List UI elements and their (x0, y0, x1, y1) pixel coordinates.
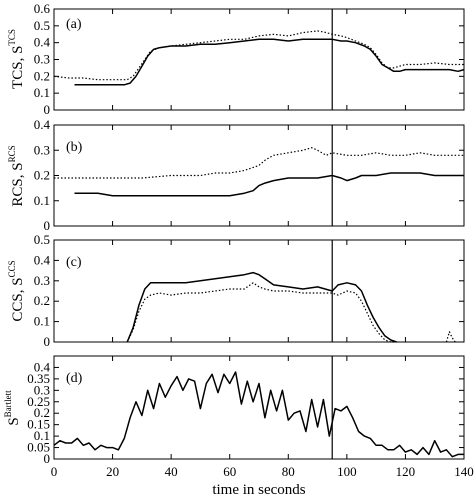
y-axis-label-sup-c: CCS (7, 260, 17, 277)
y-tick-label-a-6: 0.6 (34, 1, 51, 16)
y-tick-label-d-2: 0.1 (34, 428, 50, 443)
y-tick-label-b-4: 0.4 (34, 117, 51, 132)
panel-b: (b) RCS, SRCS 0 0.1 0.2 0.3 0.4 (7, 117, 465, 233)
y-tick-label-c-3: 0.3 (34, 273, 50, 288)
y-tick-label-b-3: 0.3 (34, 142, 50, 157)
panel-label-c: (c) (66, 255, 82, 270)
y-tick-label-c-0: 0 (44, 334, 51, 349)
y-axis-label-c: CCS, SCCS (7, 260, 26, 321)
panel-label-a: (a) (66, 17, 82, 32)
y-tick-label-d-8: 0.4 (34, 359, 51, 374)
y-axis-label-b: RCS, SRCS (7, 145, 26, 206)
series-line-a-0 (74, 38, 465, 86)
y-axis-label-sup-d: Bartlett (3, 390, 13, 417)
series-line-d-0 (53, 371, 464, 458)
y-tick-label-d-7: 0.35 (27, 371, 50, 386)
x-axis-label: time in seconds (212, 482, 305, 498)
y-axis-label-base-c: CCS, S (10, 277, 26, 321)
y-tick-label-d-3: 0.15 (27, 417, 50, 432)
x-tick-label-7: 140 (454, 464, 474, 479)
y-axis-label-sup-a: TCS (7, 29, 17, 46)
y-tick-label-a-0: 0 (44, 102, 51, 117)
y-tick-label-d-4: 0.2 (34, 405, 50, 420)
x-tick-label-3: 60 (223, 464, 236, 479)
y-tick-label-b-0: 0 (44, 218, 51, 233)
series-line-c-1 (126, 282, 397, 343)
y-tick-label-b-2: 0.2 (34, 168, 50, 183)
y-tick-label-d-6: 0.3 (34, 382, 50, 397)
plot-frame-a (53, 8, 465, 111)
x-axis-ticks: 0 20 40 60 80 100 120 140 (51, 464, 474, 479)
y-tick-label-a-5: 0.5 (34, 18, 50, 33)
svg-text:RCS, SRCS: RCS, SRCS (7, 145, 26, 206)
y-tick-label-d-0: 0 (44, 451, 51, 466)
plot-frame-b (53, 124, 465, 227)
panel-label-b: (b) (66, 140, 83, 155)
y-tick-label-c-4: 0.4 (34, 252, 51, 267)
x-tick-label-1: 20 (106, 464, 119, 479)
y-axis-label-d: SBartlett (3, 390, 22, 426)
panel-a: (a) TCS, STCS 0 0.1 0.20.3 0.4 0.5 0.6 (7, 1, 465, 117)
plot-frame-c (53, 239, 465, 343)
y-tick-label-c-2: 0.2 (34, 293, 50, 308)
svg-text:CCS, SCCS: CCS, SCCS (7, 260, 26, 321)
panel-d: (d) SBartlett 00.050.10.150.20.250.30.35… (3, 355, 465, 466)
series-line-c-0 (126, 271, 397, 343)
y-axis-label-base-a: TCS, S (10, 46, 26, 89)
y-tick-label-c-5: 0.5 (34, 232, 50, 247)
svg-text:SBartlett: SBartlett (3, 390, 22, 426)
plot-frame-d (53, 355, 465, 460)
y-axis-label-base-d: S (6, 417, 22, 425)
panel-label-d: (d) (66, 371, 83, 386)
x-tick-label-0: 0 (51, 464, 58, 479)
y-tick-label-b-1: 0.1 (34, 193, 50, 208)
y-tick-label-c-1: 0.1 (34, 314, 50, 329)
y-tick-label-a-4: 0.4 (34, 35, 51, 50)
y-axis-label-sup-b: RCS (7, 145, 17, 162)
x-tick-label-4: 80 (282, 464, 295, 479)
panel-c: (c) CCS, SCCS 0 0.1 0.2 0.3 0.4 0.5 (7, 232, 465, 349)
y-tick-label-a-2: 0.2 (34, 68, 50, 83)
x-tick-label-5: 100 (337, 464, 357, 479)
x-tick-label-6: 120 (396, 464, 416, 479)
y-tick-label-d-5: 0.25 (27, 394, 50, 409)
y-tick-label-d-1: 0.05 (27, 440, 50, 455)
y-axis-label-a: TCS, STCS (7, 29, 26, 89)
x-tick-label-2: 40 (165, 464, 178, 479)
y-tick-label-a-3: 0.3 (34, 52, 50, 67)
svg-text:TCS, STCS: TCS, STCS (7, 29, 26, 89)
y-tick-label-a-1: 0.1 (34, 85, 50, 100)
series-line-b-1 (54, 147, 464, 179)
series-line-a-1 (53, 30, 464, 81)
series-line-b-0 (74, 172, 464, 197)
series-line-c-2 (445, 331, 456, 343)
y-axis-label-base-b: RCS, S (10, 162, 26, 206)
